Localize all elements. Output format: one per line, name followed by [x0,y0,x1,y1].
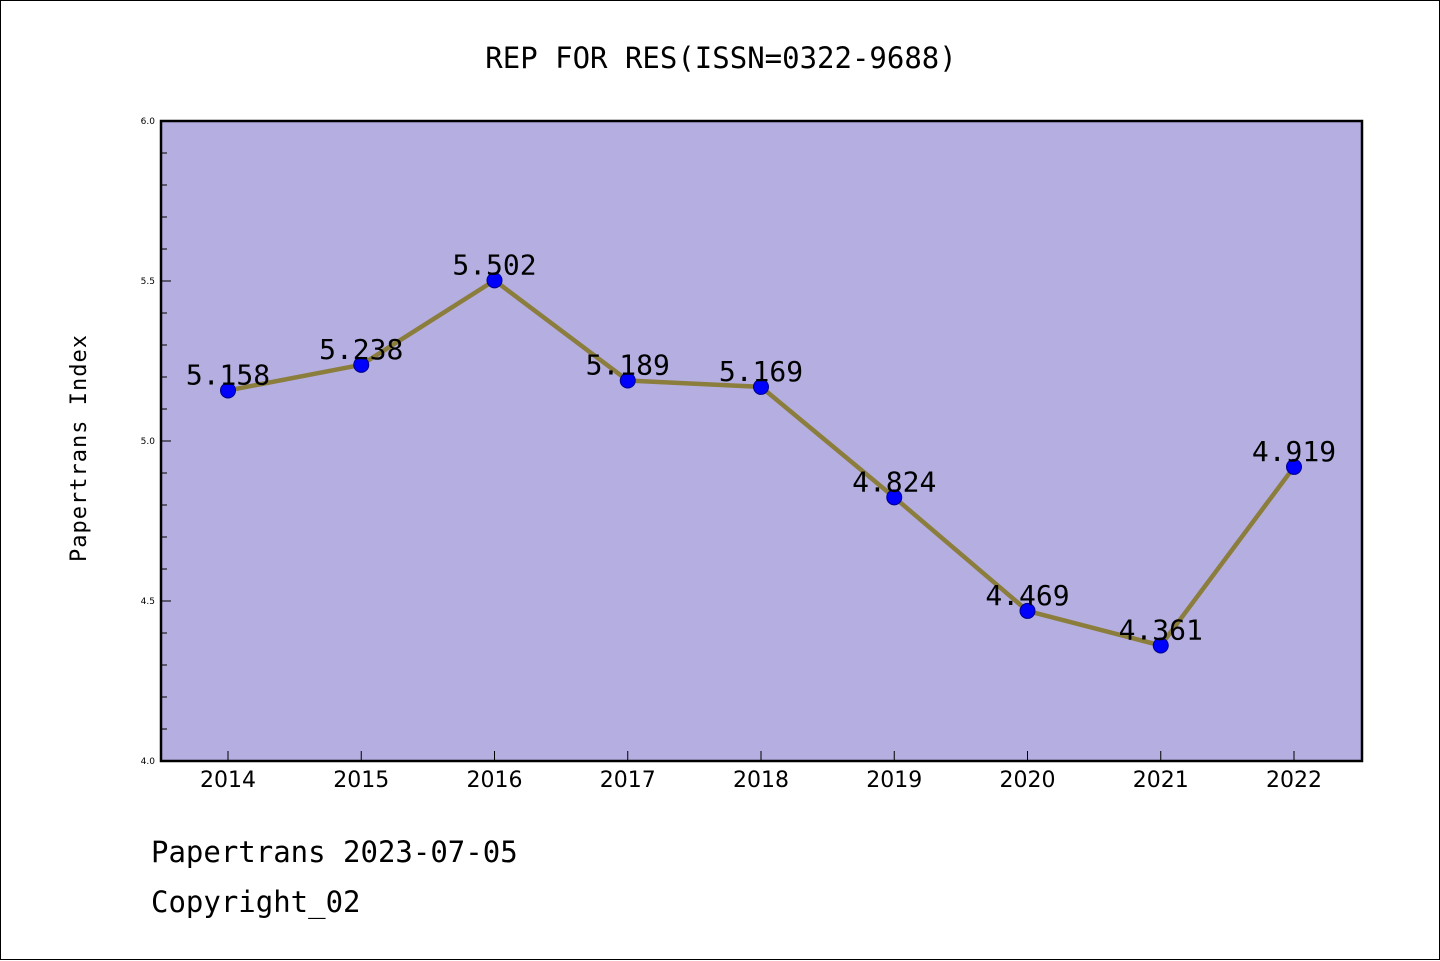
y-tick-label: 5.5 [141,277,155,287]
data-point [1152,637,1169,654]
data-label: 5.502 [452,248,536,281]
data-point [619,372,636,389]
data-label: 4.824 [852,465,936,498]
x-tick-label: 2019 [866,768,922,793]
data-point [220,382,236,399]
y-tick-label: 4.5 [141,597,155,607]
data-point [886,489,903,506]
data-point [753,378,769,395]
y-tick-label: 6.0 [141,117,156,127]
x-tick-label: 2014 [200,768,256,793]
data-label: 4.361 [1119,613,1203,646]
data-label: 4.469 [985,579,1069,612]
data-point [486,272,503,289]
data-point [1286,458,1302,475]
x-tick-label: 2022 [1266,768,1322,793]
plot-area [161,121,1362,761]
x-tick-label: 2020 [1000,768,1056,793]
y-tick-label: 4.0 [141,757,156,767]
x-tick-label: 2015 [333,768,389,793]
footer-copyright: Copyright_02 [151,885,361,919]
plot-content: 4.0 4.5 5.0 5.5 6.0 2014 2015 2016 2017 2018 2019 2… [141,117,1336,793]
x-tick-label: 2017 [600,768,656,793]
data-point [353,356,370,373]
y-axis-label: Papertrans Index [67,334,92,562]
data-label: 4.919 [1252,435,1336,468]
footer-date: Papertrans 2023-07-05 [151,835,518,869]
data-label: 5.169 [719,355,803,388]
y-tick-label: 5.0 [141,437,156,447]
x-tick-label: 2018 [733,768,789,793]
data-label: 5.238 [319,333,403,366]
plot-border [159,119,1364,763]
data-label: 5.158 [186,358,270,391]
data-point [1019,602,1036,619]
chart-title: REP FOR RES(ISSN=0322-9688) [485,41,956,75]
x-tick-label: 2016 [467,768,523,793]
data-label: 5.189 [586,349,670,382]
x-tick-label: 2021 [1133,768,1189,793]
